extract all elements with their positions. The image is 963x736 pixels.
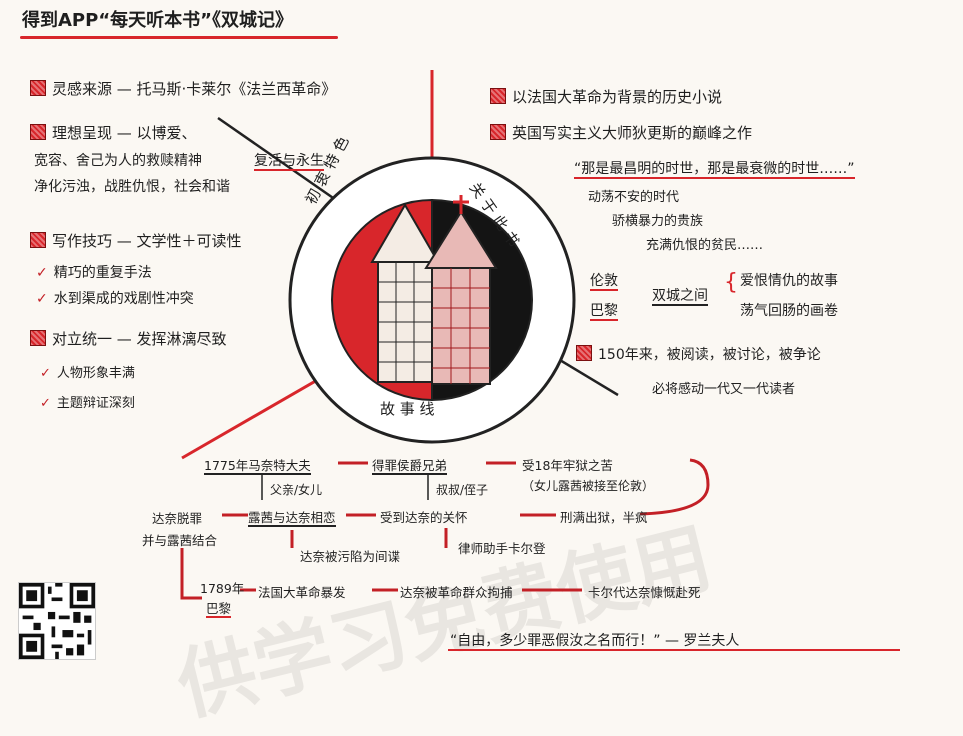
quote: “那是最昌明的时世，那是最衰微的时世……”	[574, 161, 855, 179]
flow-arrows	[180, 458, 710, 600]
background: 以法国大革命为背景的历史小说	[490, 86, 722, 107]
turbulent-2: 骄横暴力的贵族	[612, 214, 704, 229]
flow-node-11: 法国大革命暴发	[258, 585, 346, 600]
unity-item-2: ✓ 主题辩证深刻	[40, 396, 135, 411]
flow-node-12: 达奈被革命群众拘捕	[400, 585, 513, 600]
flow-node-9: 律师助手卡尔登	[458, 541, 546, 556]
london-label: 伦敦	[590, 273, 618, 291]
flow-node-7b: 并与露茜结合	[142, 533, 218, 548]
tech-item-2: ✓ 水到渠成的戏剧性冲突	[36, 291, 194, 307]
flow-node-8: 达奈被污陷为间谍	[300, 549, 401, 564]
twin-item-2: 荡气回肠的画卷	[740, 303, 838, 319]
ideal-line1: 宽容、舍己为人的救赎精神	[34, 153, 202, 169]
turbulent-3: 充满仇恨的贫民……	[646, 238, 764, 253]
flow-node-3: 受18年牢狱之苦	[522, 458, 613, 473]
twin-item-1: 爱恨情仇的故事	[740, 273, 838, 289]
flow-node-4: 露茜与达奈相恋	[248, 510, 336, 527]
unity: 对立统一 — 发挥淋漓尽致	[30, 328, 227, 349]
qr-code-icon	[18, 582, 96, 660]
unity-item-1: ✓ 人物形象丰满	[40, 366, 135, 381]
future: 必将感动一代又一代读者	[652, 382, 796, 397]
tech-item-1: ✓ 精巧的重复手法	[36, 265, 152, 281]
page-title: 得到APP“每天听本书”《双城记》	[22, 10, 293, 31]
tower-right	[424, 195, 498, 385]
title-underline	[20, 36, 338, 39]
years-text: 150年来，被阅读，被讨论，被争论	[598, 347, 821, 363]
relation-arrows	[261, 474, 429, 500]
flow-node-6: 刑满出狱，半疯	[560, 510, 648, 525]
bullet-box-icon	[490, 88, 506, 104]
tower-left	[370, 203, 440, 383]
bullet-box-icon	[30, 232, 46, 248]
relation-2: 叔叔/侄子	[436, 483, 489, 497]
closing-quote: “自由，多少罪恶假汝之名而行！” — 罗兰夫人	[450, 633, 740, 649]
bullet-box-icon	[30, 330, 46, 346]
flow-node-5: 受到达奈的关怀	[380, 510, 468, 525]
turbulent-1: 动荡不安的时代	[588, 190, 680, 205]
brace-icon: {	[724, 270, 738, 295]
flow-node-7: 达奈脱罪	[152, 511, 203, 526]
bullet-box-icon	[30, 124, 46, 140]
flow-node-10a: 1789年	[200, 581, 245, 596]
paris-label: 巴黎	[590, 303, 618, 321]
central-diagram	[180, 70, 900, 651]
ideal: 理想呈现 — 以博爱、	[30, 122, 197, 143]
bullet-box-icon	[30, 80, 46, 96]
background-text: 以法国大革命为背景的历史小说	[512, 88, 723, 106]
relation-1: 父亲/女儿	[270, 483, 323, 497]
flow-node-2: 得罪侯爵兄弟	[372, 458, 448, 475]
technique: 写作技巧 — 文学性＋可读性	[30, 230, 242, 251]
ring-label-bottom: 故 事 线	[380, 400, 435, 418]
flow-node-3b: （女儿露茜被接至伦敦）	[522, 479, 655, 493]
inspiration-text: 灵感来源 — 托马斯·卡莱尔《法兰西革命》	[52, 80, 337, 98]
unity-text: 对立统一 — 发挥淋漓尽致	[52, 330, 227, 348]
inspiration: 灵感来源 — 托马斯·卡莱尔《法兰西革命》	[30, 78, 336, 99]
flow-node-13: 卡尔代达奈慷慨赴死	[588, 585, 701, 600]
twin-label: 双城之间	[652, 288, 708, 306]
masterpiece: 英国写实主义大师狄更斯的巅峰之作	[490, 122, 752, 143]
ideal-text: 理想呈现 — 以博爱、	[52, 124, 197, 142]
years: 150年来，被阅读，被讨论，被争论	[576, 344, 821, 364]
technique-text: 写作技巧 — 文学性＋可读性	[52, 232, 242, 250]
flow-node-10b: 巴黎	[206, 601, 232, 618]
bullet-box-icon	[576, 345, 592, 361]
flow-node-1: 1775年马奈特大夫	[204, 458, 311, 475]
bullet-box-icon	[490, 124, 506, 140]
ideal-line2: 净化污浊，战胜仇恨，社会和谐	[34, 179, 230, 195]
masterpiece-text: 英国写实主义大师狄更斯的巅峰之作	[512, 124, 753, 142]
revival-label: 复活与永生	[254, 153, 324, 171]
